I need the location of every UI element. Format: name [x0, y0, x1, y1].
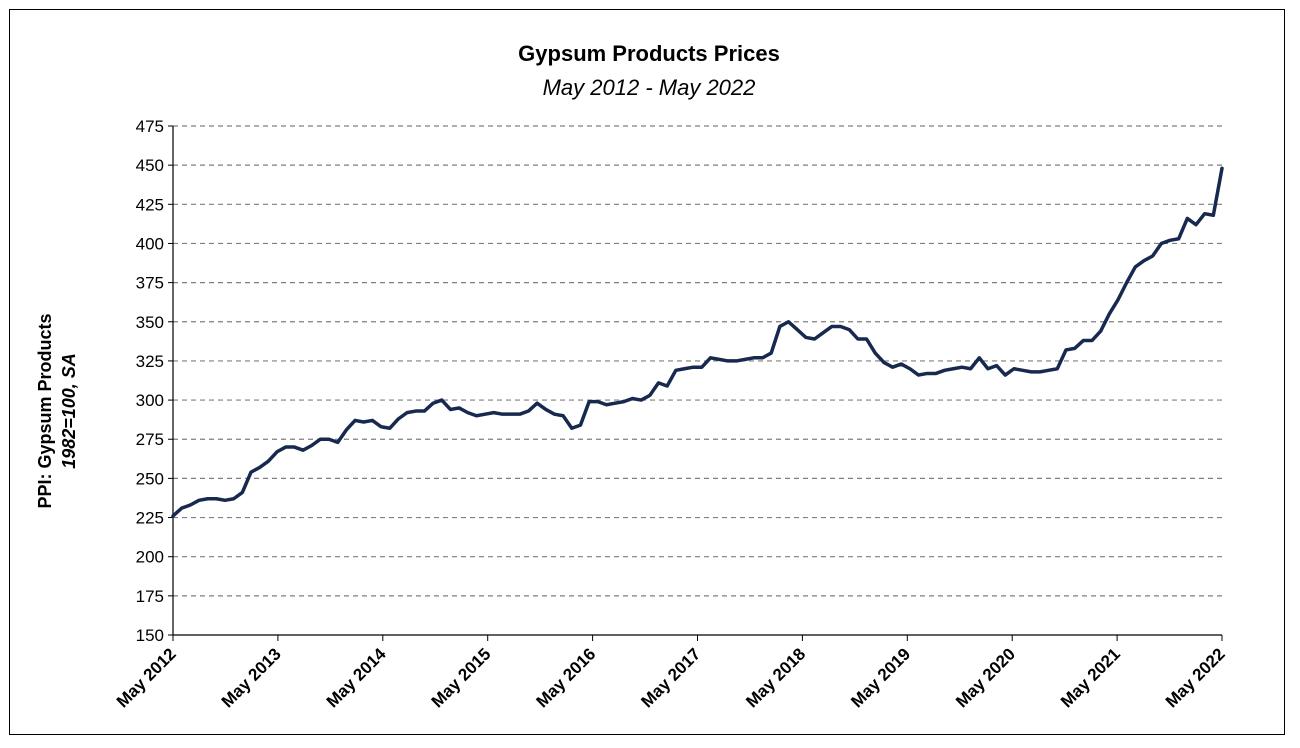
y-tick-label: 275	[136, 430, 164, 449]
series-line	[171, 166, 1224, 518]
series-layer	[171, 166, 1224, 518]
y-tick-label: 400	[136, 234, 164, 253]
gridlines	[173, 125, 1222, 597]
x-tick-label: May 2022	[1162, 644, 1229, 711]
y-tick-label: 475	[136, 117, 164, 136]
y-tick-label: 325	[136, 352, 164, 371]
x-tick-label: May 2021	[1057, 644, 1124, 711]
x-tick-label: May 2017	[637, 644, 704, 711]
x-tick-label: May 2020	[952, 644, 1019, 711]
x-tick-label: May 2015	[428, 644, 495, 711]
y-tick-label: 375	[136, 274, 164, 293]
y-tick-label: 200	[136, 548, 164, 567]
y-tick-label: 250	[136, 469, 164, 488]
y-axis-label: PPI: Gypsum Products 1982=100, SA	[35, 313, 79, 508]
axes	[172, 126, 1222, 636]
chart-frame: Gypsum Products Prices May 2012 - May 20…	[9, 9, 1285, 735]
y-tick-label: 225	[136, 509, 164, 528]
y-axis-subtitle: 1982=100, SA	[59, 353, 79, 469]
x-tick-label: May 2012	[113, 644, 180, 711]
y-axis-ticks: 150 175 200 225 250 275 300 325 350 375 400 425 450 4…	[136, 117, 173, 645]
x-tick-label: May 2016	[533, 644, 600, 711]
x-axis-ticks: May 2012 May 2013 May 2014 May 2015 May 2016…	[113, 635, 1229, 711]
chart-subtitle: May 2012 - May 2022	[543, 75, 756, 100]
x-tick-label: May 2019	[847, 644, 914, 711]
y-axis-title: PPI: Gypsum Products	[35, 313, 55, 508]
x-tick-label: May 2013	[218, 644, 285, 711]
x-tick-label: May 2018	[742, 644, 809, 711]
y-tick-label: 450	[136, 156, 164, 175]
line-chart: Gypsum Products Prices May 2012 - May 20…	[35, 41, 1229, 711]
y-tick-label: 350	[136, 313, 164, 332]
y-tick-label: 425	[136, 195, 164, 214]
chart-title: Gypsum Products Prices	[518, 41, 780, 66]
y-tick-label: 175	[136, 587, 164, 606]
y-tick-label: 300	[136, 391, 164, 410]
x-tick-label: May 2014	[323, 644, 390, 711]
y-tick-label: 150	[136, 626, 164, 645]
